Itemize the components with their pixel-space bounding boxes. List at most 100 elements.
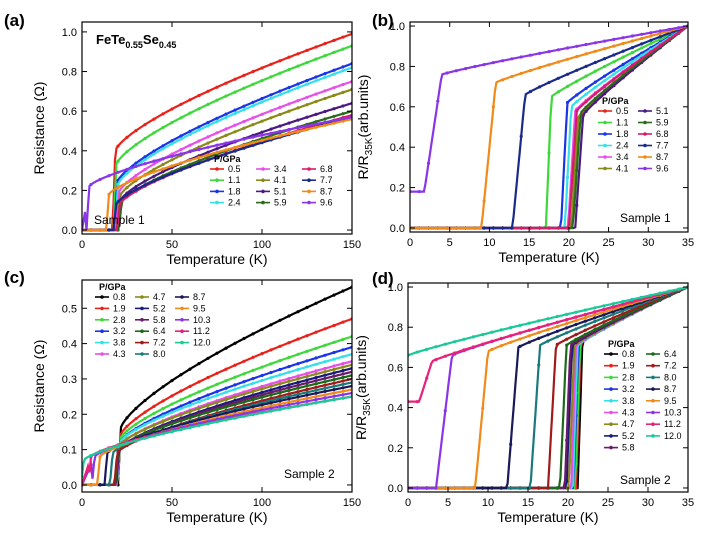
data-point <box>443 342 447 346</box>
y-axis-label: R/R35K(arb.units) <box>355 75 375 180</box>
legend-marker <box>643 155 647 159</box>
data-point <box>143 423 147 427</box>
data-point <box>269 406 273 410</box>
data-point <box>453 340 457 344</box>
data-point <box>612 60 616 64</box>
data-point <box>206 403 210 407</box>
data-point <box>269 376 273 380</box>
data-point <box>658 35 662 39</box>
data-point <box>305 78 309 83</box>
data-point <box>574 327 578 331</box>
data-point <box>269 409 273 413</box>
data-point <box>546 317 550 321</box>
data-point <box>341 348 345 352</box>
panel-c: 0 50 100 150 0.0 0.1 0.2 0.3 0.4 0.5 Temperature (… <box>4 268 361 525</box>
data-point <box>305 399 309 403</box>
legend-marker <box>140 340 144 345</box>
data-point <box>242 73 246 77</box>
data-point <box>278 373 282 377</box>
data-point <box>305 48 309 53</box>
data-point <box>332 50 336 55</box>
legend-marker <box>307 178 311 182</box>
data-point <box>152 423 156 427</box>
data-point <box>107 228 111 232</box>
data-point <box>269 396 273 400</box>
legend-label: 4.1 <box>616 164 629 174</box>
data-point <box>332 86 336 90</box>
data-point <box>555 335 559 339</box>
data-point <box>215 147 219 151</box>
panel-b: 0 5 10 15 20 25 30 35 0.0 0.2 0.4 0.6 0.8 1.0 Temperat… <box>355 11 694 265</box>
data-point <box>260 138 264 142</box>
data-point <box>630 57 635 61</box>
data-point <box>314 92 318 96</box>
data-point <box>179 152 183 156</box>
data-point <box>555 342 559 346</box>
data-point <box>417 226 421 230</box>
data-point <box>278 399 282 403</box>
data-point <box>179 373 183 377</box>
data-point <box>242 384 246 388</box>
data-point <box>314 382 318 386</box>
data-point <box>649 42 653 46</box>
data-point <box>593 85 597 89</box>
data-point <box>640 42 644 46</box>
data-point <box>547 50 551 54</box>
data-point <box>161 432 165 436</box>
data-point <box>491 61 495 65</box>
data-point <box>269 404 273 408</box>
data-point <box>546 328 550 332</box>
data-point <box>206 386 210 390</box>
x-axis-label: Temperature (K) <box>166 251 267 267</box>
data-point <box>251 393 255 397</box>
data-point <box>305 390 309 394</box>
data-point <box>621 300 625 304</box>
data-point <box>519 134 523 138</box>
data-point <box>233 111 237 116</box>
data-point <box>538 66 542 70</box>
y-tick-label: 1.0 <box>62 27 77 39</box>
data-point <box>125 441 129 445</box>
data-point <box>152 434 156 438</box>
plot-area-b <box>410 24 688 230</box>
data-point <box>323 327 327 331</box>
x-tick-label: 5 <box>445 497 451 509</box>
data-point <box>269 62 273 66</box>
data-point <box>323 89 327 93</box>
legend: P/GPa0.81.92.83.23.84.34.75.25.86.47.28.… <box>95 282 211 359</box>
data-point <box>445 226 449 230</box>
data-point <box>555 329 559 333</box>
data-point <box>251 116 255 120</box>
data-point <box>152 117 156 121</box>
data-point <box>305 124 309 128</box>
data-point <box>134 422 138 426</box>
data-point <box>215 155 219 159</box>
data-point <box>341 393 345 397</box>
data-point <box>323 343 327 347</box>
data-point <box>116 200 120 204</box>
data-point <box>556 48 560 52</box>
data-point <box>242 392 246 396</box>
data-point <box>278 402 282 406</box>
data-point <box>170 408 174 412</box>
data-point <box>269 370 273 375</box>
data-point <box>323 383 327 387</box>
data-point <box>125 186 129 190</box>
legend-label: 0.5 <box>228 164 241 174</box>
data-point <box>251 405 255 409</box>
data-point <box>197 145 201 149</box>
data-point <box>206 150 210 154</box>
data-point <box>658 29 662 33</box>
data-point <box>116 444 120 448</box>
data-point <box>621 36 625 40</box>
data-point <box>490 339 494 343</box>
data-point <box>547 151 551 155</box>
data-point <box>170 164 174 168</box>
data-point <box>323 366 327 371</box>
data-point <box>323 109 327 114</box>
data-point <box>296 106 300 110</box>
data-point <box>332 398 336 402</box>
data-point <box>584 74 588 78</box>
